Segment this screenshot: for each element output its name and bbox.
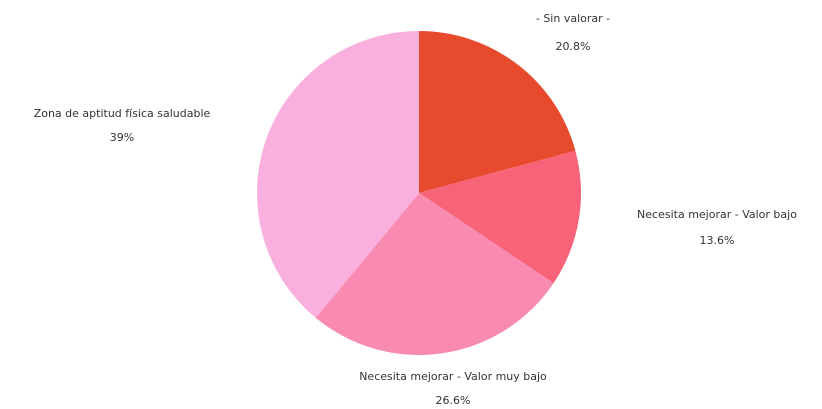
pie-slice-3 [257, 31, 419, 318]
pie-slices [257, 31, 581, 356]
slice-label-zona-saludable: Zona de aptitud física saludable [34, 107, 211, 120]
pie-slice-1 [419, 150, 581, 284]
slice-label-valor-muy-bajo: Necesita mejorar - Valor muy bajo [359, 370, 547, 383]
slice-label-sin-valorar: - Sin valorar - [536, 12, 610, 25]
slice-value-valor-muy-bajo: 26.6% [436, 394, 471, 407]
pie-labels: - Sin valorar - 20.8% Necesita mejorar -… [34, 12, 798, 407]
pie-slice-2 [315, 193, 554, 356]
slice-value-sin-valorar: 20.8% [556, 40, 591, 53]
slice-value-zona-saludable: 39% [110, 131, 134, 144]
slice-value-valor-bajo: 13.6% [700, 234, 735, 247]
slice-label-valor-bajo: Necesita mejorar - Valor bajo [637, 208, 797, 221]
pie-slice-0 [419, 31, 576, 193]
